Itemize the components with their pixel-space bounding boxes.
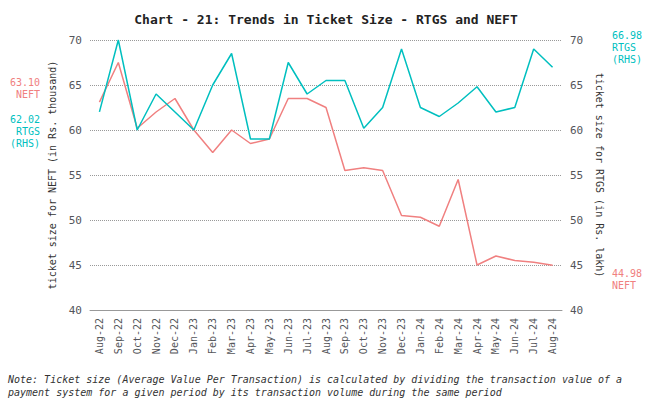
svg-text:Sep-23: Sep-23: [339, 318, 350, 354]
svg-text:Apr-23: Apr-23: [245, 318, 256, 354]
svg-text:payment system for a given per: payment system for a given period by its…: [7, 387, 503, 398]
svg-text:Sep-22: Sep-22: [113, 318, 124, 354]
svg-text:Apr-24: Apr-24: [472, 318, 483, 354]
svg-text:Jan-24: Jan-24: [415, 318, 426, 354]
svg-text:Aug-22: Aug-22: [94, 318, 105, 354]
svg-text:50: 50: [69, 214, 82, 227]
svg-text:Aug-24: Aug-24: [547, 318, 558, 354]
svg-text:62.02: 62.02: [10, 114, 40, 125]
svg-text:Mar-23: Mar-23: [226, 318, 237, 354]
svg-text:Mar-24: Mar-24: [453, 318, 464, 354]
svg-text:Aug-23: Aug-23: [321, 318, 332, 354]
svg-text:63.10: 63.10: [10, 77, 40, 88]
svg-text:55: 55: [69, 169, 82, 182]
svg-text:45: 45: [69, 259, 82, 272]
svg-text:Feb-23: Feb-23: [207, 318, 218, 354]
svg-text:Dec-22: Dec-22: [169, 318, 180, 354]
svg-text:ticket size for NEFT (in Rs. t: ticket size for NEFT (in Rs. thousand): [47, 61, 58, 290]
svg-text:NEFT: NEFT: [612, 280, 636, 291]
svg-text:May-23: May-23: [264, 318, 275, 354]
svg-text:Nov-23: Nov-23: [377, 318, 388, 354]
svg-text:Nov-22: Nov-22: [151, 318, 162, 354]
svg-text:Jul-24: Jul-24: [528, 318, 539, 354]
svg-text:44.98: 44.98: [612, 268, 642, 279]
svg-text:RTGS: RTGS: [612, 42, 636, 53]
svg-text:ticket size for RTGS (in Rs. l: ticket size for RTGS (in Rs. lakh): [594, 73, 605, 278]
svg-text:May-24: May-24: [490, 318, 501, 354]
svg-text:Chart - 21: Trends in Ticket S: Chart - 21: Trends in Ticket Size - RTGS…: [134, 12, 518, 27]
svg-text:60: 60: [570, 124, 583, 137]
svg-text:Jun-24: Jun-24: [509, 318, 520, 354]
svg-text:50: 50: [570, 214, 583, 227]
svg-text:(RHS): (RHS): [10, 138, 40, 149]
svg-text:Oct-23: Oct-23: [358, 318, 369, 354]
svg-text:Jan-23: Jan-23: [188, 318, 199, 354]
svg-text:70: 70: [570, 34, 583, 47]
svg-text:Jun-23: Jun-23: [283, 318, 294, 354]
svg-text:55: 55: [570, 169, 583, 182]
svg-text:40: 40: [570, 304, 583, 317]
svg-text:Feb-24: Feb-24: [434, 318, 445, 354]
svg-text:Oct-22: Oct-22: [132, 318, 143, 354]
svg-text:Jul-23: Jul-23: [302, 318, 313, 354]
svg-text:(RHS): (RHS): [612, 54, 642, 65]
svg-text:66.98: 66.98: [612, 30, 642, 41]
svg-text:RTGS: RTGS: [16, 126, 40, 137]
svg-text:70: 70: [69, 34, 82, 47]
svg-text:NEFT: NEFT: [16, 89, 40, 100]
svg-text:65: 65: [69, 79, 82, 92]
svg-text:65: 65: [570, 79, 583, 92]
svg-text:Dec-23: Dec-23: [396, 318, 407, 354]
svg-text:45: 45: [570, 259, 583, 272]
svg-text:Note: Ticket size (Average Val: Note: Ticket size (Average Value Per Tra…: [7, 374, 628, 385]
svg-text:60: 60: [69, 124, 82, 137]
svg-text:40: 40: [69, 304, 82, 317]
